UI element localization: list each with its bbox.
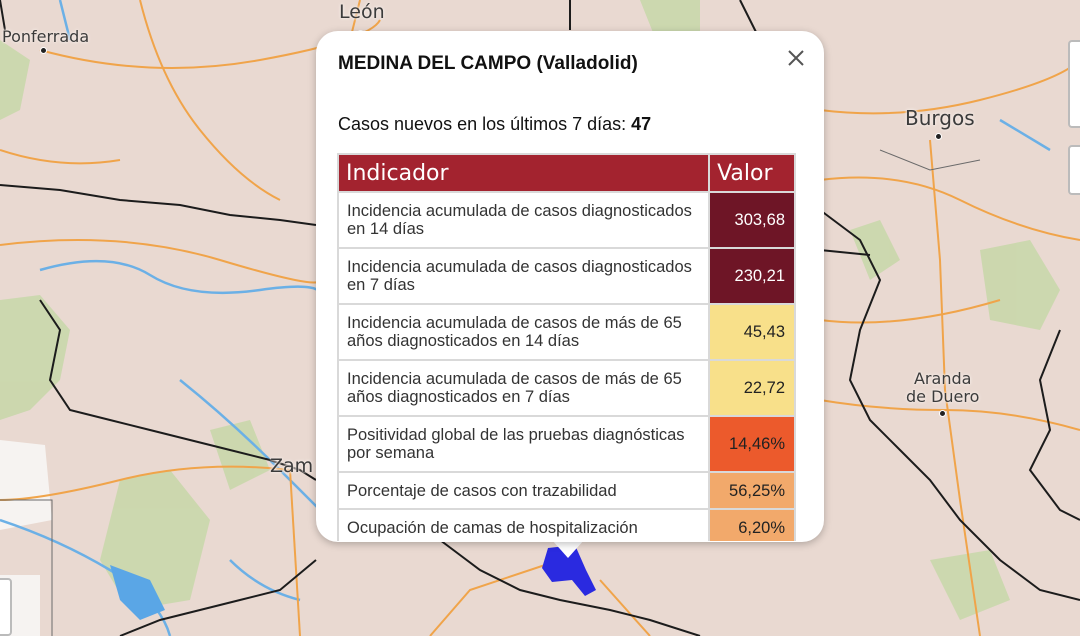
zoom-control[interactable]	[1068, 40, 1080, 128]
side-control[interactable]	[0, 578, 12, 636]
table-body: Incidencia acumulada de casos diagnostic…	[337, 191, 796, 541]
city-dot-aranda	[939, 410, 946, 417]
value-cell: 56,25%	[708, 471, 796, 510]
value-cell: 14,46%	[708, 415, 796, 473]
value-cell: 6,20%	[708, 508, 796, 541]
indicator-cell: Incidencia acumulada de casos diagnostic…	[337, 247, 711, 305]
popup-pointer	[552, 540, 584, 558]
close-icon-glyph	[788, 50, 804, 66]
city-label-burgos: Burgos	[905, 106, 975, 130]
value-cell: 22,72	[708, 359, 796, 417]
table-row: Porcentaje de casos con trazabilidad 56,2…	[337, 471, 796, 510]
header-value: Valor	[708, 153, 796, 193]
indicator-cell: Incidencia acumulada de casos diagnostic…	[337, 191, 711, 249]
popup-title: MEDINA DEL CAMPO (Valladolid)	[338, 53, 638, 74]
table-header-row: Indicador Valor	[337, 153, 796, 193]
value-cell: 230,21	[708, 247, 796, 305]
table-row: Ocupación de camas de hospitalización 6,2…	[337, 508, 796, 541]
municipality-popup: MEDINA DEL CAMPO (Valladolid) Casos nuev…	[316, 31, 824, 542]
table-row: Incidencia acumulada de casos diagnostic…	[337, 191, 796, 249]
close-icon[interactable]	[784, 47, 808, 71]
layer-control[interactable]	[1068, 145, 1080, 195]
table-row: Incidencia acumulada de casos de más de …	[337, 359, 796, 417]
table-row: Incidencia acumulada de casos de más de …	[337, 303, 796, 361]
value-cell: 303,68	[708, 191, 796, 249]
table-row: Positividad global de las pruebas diagnó…	[337, 415, 796, 473]
indicator-cell: Incidencia acumulada de casos de más de …	[337, 303, 711, 361]
city-label-zamora: Zam	[270, 455, 314, 477]
indicator-cell: Positividad global de las pruebas diagnó…	[337, 415, 711, 473]
new-cases-summary: Casos nuevos en los últimos 7 días: 47	[338, 114, 651, 135]
value-cell: 45,43	[708, 303, 796, 361]
indicator-table: Indicador Valor Incidencia acumulada de …	[337, 153, 796, 541]
city-dot-ponferrada	[40, 47, 47, 54]
region-left	[0, 440, 52, 530]
city-label-leon: León	[339, 1, 385, 23]
city-dot-burgos	[935, 133, 942, 140]
indicator-cell: Incidencia acumulada de casos de más de …	[337, 359, 711, 417]
new-cases-label: Casos nuevos en los últimos 7 días:	[338, 114, 627, 134]
indicator-cell: Ocupación de camas de hospitalización	[337, 508, 711, 541]
table-row: Incidencia acumulada de casos diagnostic…	[337, 247, 796, 305]
city-label-ponferrada: Ponferrada	[2, 27, 90, 46]
municipal-borders	[0, 149, 981, 636]
new-cases-value: 47	[631, 114, 652, 134]
city-label-aranda: Aranda de Duero	[906, 369, 980, 406]
indicator-cell: Porcentaje de casos con trazabilidad	[337, 471, 711, 510]
header-indicator: Indicador	[337, 153, 711, 193]
indicator-table-scroll[interactable]: Indicador Valor Incidencia acumulada de …	[337, 153, 796, 541]
